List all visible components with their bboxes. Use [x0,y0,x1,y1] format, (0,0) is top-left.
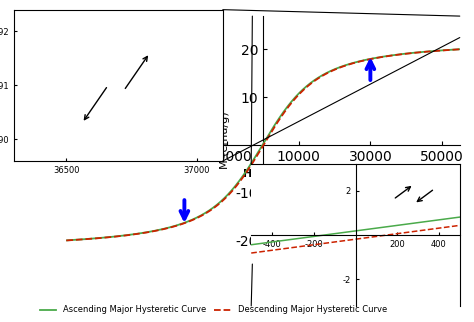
Y-axis label: M (emu/g): M (emu/g) [220,111,230,169]
Legend: Ascending Major Hysteretic Curve, Descending Major Hysteretic Curve: Ascending Major Hysteretic Curve, Descen… [36,302,391,318]
X-axis label: H (Oe): H (Oe) [243,169,283,179]
